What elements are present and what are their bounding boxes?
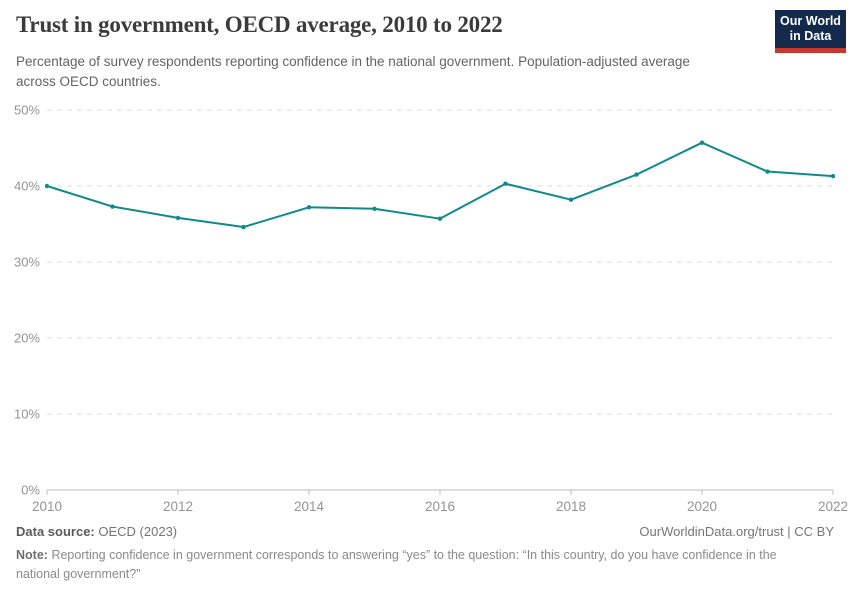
data-point[interactable] (568, 197, 574, 202)
line-chart[interactable]: 0% 10% 20% 30% 40% 50% 2010 2012 2014 2016 2018 202… (0, 90, 850, 522)
y-axis-label: 50% (14, 103, 40, 118)
chart-subtitle: Percentage of survey respondents reporti… (16, 54, 690, 90)
owid-logo-line1: Our World (780, 14, 841, 28)
data-point[interactable] (241, 224, 246, 230)
data-point[interactable] (306, 205, 312, 210)
data-point[interactable] (372, 206, 377, 211)
footnote-label: Note: (16, 548, 48, 562)
x-axis-label: 2022 (818, 499, 848, 514)
data-point[interactable] (110, 204, 115, 209)
data-point[interactable] (830, 173, 836, 179)
chart-footer: Data source: OECD (2023) OurWorldinData.… (16, 524, 834, 585)
y-axis-label: 0% (21, 483, 40, 498)
data-point[interactable] (437, 216, 443, 221)
y-axis-label: 40% (14, 179, 40, 194)
y-axis-label: 20% (14, 331, 40, 346)
trend-line[interactable] (46, 141, 834, 229)
owid-logo[interactable]: Our World in Data (775, 10, 846, 53)
x-axis-label: 2010 (32, 499, 62, 514)
x-axis-label: 2016 (425, 499, 455, 514)
footnote-text: Reporting confidence in government corre… (16, 548, 777, 582)
y-axis-label: 10% (14, 407, 40, 422)
data-source-label: Data source: (16, 524, 95, 539)
x-axis-label: 2020 (687, 499, 717, 514)
data-point[interactable] (634, 172, 639, 177)
footnote: Note: Reporting confidence in government… (16, 546, 794, 585)
data-point[interactable] (699, 140, 705, 145)
x-axis-label: 2014 (294, 499, 325, 514)
data-point[interactable] (175, 215, 181, 221)
x-axis-label: 2012 (163, 499, 193, 514)
data-point[interactable] (44, 183, 50, 189)
license-link[interactable]: OurWorldinData.org/trust | CC BY (639, 524, 834, 539)
data-source-value: OECD (2023) (98, 524, 178, 539)
data-point[interactable] (503, 181, 508, 186)
y-axis-label: 30% (14, 255, 40, 270)
chart-canvas[interactable]: 0% 10% 20% 30% 40% 50% 2010 2012 2014 2016 2018 202… (0, 90, 850, 522)
x-axis-label: 2018 (556, 499, 586, 514)
data-point[interactable] (765, 169, 770, 174)
page-title: Trust in government, OECD average, 2010 … (16, 12, 503, 37)
owid-logo-line2: in Data (789, 29, 832, 43)
data-source: Data source: OECD (2023) (16, 524, 177, 539)
